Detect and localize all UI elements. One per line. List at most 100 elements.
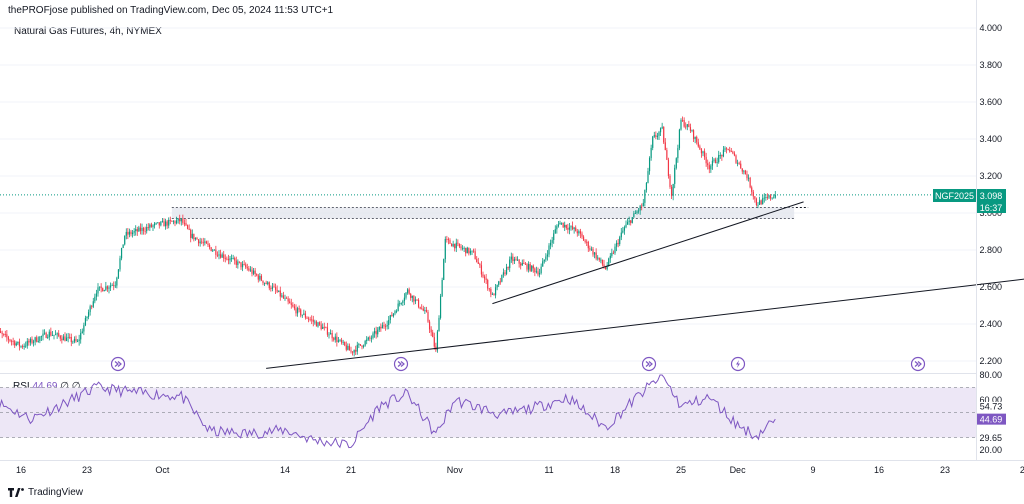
candle-down bbox=[419, 306, 421, 309]
candle-down bbox=[179, 218, 181, 222]
candle-down bbox=[18, 341, 21, 347]
candle-up bbox=[54, 334, 57, 336]
trendline-2[interactable] bbox=[266, 274, 1024, 369]
candle-up bbox=[471, 250, 473, 252]
candle-up bbox=[535, 271, 538, 273]
candle-up bbox=[84, 318, 87, 326]
price-tick-6: 2.800 bbox=[979, 245, 1002, 255]
candle-up bbox=[317, 322, 319, 327]
candle-up bbox=[124, 235, 126, 245]
candle-up bbox=[164, 221, 167, 227]
candle-down bbox=[345, 345, 347, 350]
candle-up bbox=[229, 258, 231, 261]
price-tick-0: 4.000 bbox=[979, 23, 1002, 33]
candle-down bbox=[265, 282, 267, 284]
candle-down bbox=[171, 220, 173, 222]
rsi-ma-tag bbox=[976, 402, 1006, 413]
candle-up bbox=[114, 285, 116, 287]
candle-up bbox=[578, 231, 580, 234]
candle-down bbox=[1, 332, 3, 334]
candle-up bbox=[411, 295, 413, 298]
candle-up bbox=[372, 333, 374, 338]
candle-down bbox=[581, 233, 583, 237]
candle-up bbox=[125, 231, 127, 236]
candle-down bbox=[163, 221, 165, 227]
candle-down bbox=[447, 239, 450, 241]
forward-circle-icon[interactable] bbox=[910, 356, 926, 372]
candle-down bbox=[248, 268, 250, 271]
brand-label: TradingView bbox=[28, 487, 84, 498]
candle-down bbox=[714, 159, 717, 164]
candle-up bbox=[296, 308, 299, 314]
forward-circle-icon[interactable] bbox=[393, 356, 409, 372]
candle-up bbox=[593, 252, 596, 255]
candle-down bbox=[383, 325, 385, 327]
forward-circle-icon[interactable] bbox=[110, 356, 126, 372]
candle-up bbox=[546, 254, 549, 257]
candle-down bbox=[380, 326, 382, 329]
candle-up bbox=[267, 282, 269, 284]
candle-down bbox=[697, 142, 699, 147]
candle-up bbox=[527, 264, 530, 270]
candle-down bbox=[7, 337, 10, 340]
candle-down bbox=[256, 274, 258, 276]
candle-down bbox=[587, 241, 589, 249]
candle-up bbox=[26, 340, 28, 346]
candle-down bbox=[450, 243, 453, 247]
candle-down bbox=[422, 308, 424, 311]
candle-down bbox=[315, 321, 318, 327]
candle-down bbox=[760, 200, 762, 205]
candle-up bbox=[436, 331, 439, 351]
candle-up bbox=[438, 317, 440, 332]
candle-down bbox=[518, 259, 520, 264]
candle-up bbox=[342, 341, 344, 343]
candle-up bbox=[97, 287, 99, 294]
candle-up bbox=[637, 210, 640, 212]
candle-down bbox=[504, 272, 506, 275]
candle-down bbox=[735, 155, 737, 163]
lightning-circle-icon[interactable] bbox=[730, 356, 746, 372]
candle-up bbox=[559, 222, 561, 225]
candle-down bbox=[102, 288, 104, 292]
support-zone bbox=[171, 207, 795, 219]
candle-up bbox=[39, 336, 41, 342]
candle-down bbox=[312, 319, 314, 322]
candle-down bbox=[490, 288, 492, 295]
candle-up bbox=[644, 189, 646, 203]
candle-up bbox=[230, 258, 233, 260]
candle-down bbox=[276, 289, 278, 292]
candle-down bbox=[744, 170, 747, 175]
candle-up bbox=[642, 202, 644, 207]
candle-up bbox=[40, 336, 43, 338]
rsi-legend[interactable]: RSI 44.69 ∅ ∅ bbox=[13, 381, 80, 392]
candle-down bbox=[45, 332, 47, 338]
price-tick-2: 3.600 bbox=[979, 97, 1002, 107]
trendline-1[interactable] bbox=[492, 201, 804, 305]
candle-down bbox=[318, 322, 321, 325]
candle-down bbox=[425, 310, 428, 312]
candle-down bbox=[50, 331, 52, 336]
candle-up bbox=[716, 162, 718, 164]
candle-down bbox=[617, 242, 619, 245]
published-line: thePROFjose published on TradingView.com… bbox=[8, 5, 334, 16]
candle-down bbox=[285, 297, 288, 299]
candle-up bbox=[377, 329, 379, 335]
candle-up bbox=[108, 287, 110, 289]
candle-down bbox=[238, 261, 241, 263]
candle-down bbox=[483, 276, 486, 279]
candle-down bbox=[499, 281, 501, 283]
candle-down bbox=[10, 340, 13, 342]
candle-up bbox=[498, 281, 500, 285]
candle-down bbox=[331, 333, 333, 339]
candle-up bbox=[131, 232, 134, 235]
candle-down bbox=[421, 308, 423, 310]
forward-circle-icon[interactable] bbox=[641, 356, 657, 372]
symbol-title[interactable]: Natural Gas Futures, 4h, NYMEX bbox=[14, 26, 162, 37]
candle-down bbox=[9, 339, 11, 341]
candle-up bbox=[444, 239, 446, 260]
time-tick-7: 18 bbox=[610, 465, 620, 475]
tradingview-brand[interactable]: TradingView bbox=[8, 487, 83, 498]
countdown-value: 16:37 bbox=[980, 203, 1003, 213]
candle-down bbox=[311, 319, 313, 321]
